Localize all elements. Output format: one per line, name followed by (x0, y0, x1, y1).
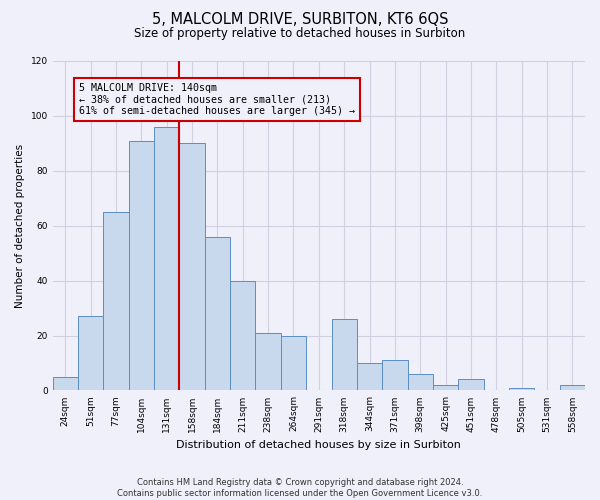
Bar (230, 280, 256, 390)
Bar (129, 140, 154, 390)
Y-axis label: Number of detached properties: Number of detached properties (15, 144, 25, 308)
Bar (407, 374, 433, 390)
Text: 5, MALCOLM DRIVE, SURBITON, KT6 6QS: 5, MALCOLM DRIVE, SURBITON, KT6 6QS (152, 12, 448, 28)
X-axis label: Distribution of detached houses by size in Surbiton: Distribution of detached houses by size … (176, 440, 461, 450)
Bar (179, 144, 205, 390)
Bar (433, 385, 458, 390)
Bar (458, 380, 484, 390)
Bar (281, 336, 306, 390)
Bar (332, 319, 357, 390)
Text: 5 MALCOLM DRIVE: 140sqm
← 38% of detached houses are smaller (213)
61% of semi-d: 5 MALCOLM DRIVE: 140sqm ← 38% of detache… (79, 83, 355, 116)
Bar (357, 363, 382, 390)
Bar (256, 333, 281, 390)
Bar (53, 376, 78, 390)
Bar (509, 388, 535, 390)
Text: Size of property relative to detached houses in Surbiton: Size of property relative to detached ho… (134, 28, 466, 40)
Bar (560, 385, 585, 390)
Bar (154, 127, 179, 390)
Bar (382, 360, 407, 390)
Bar (78, 316, 103, 390)
Text: Contains HM Land Registry data © Crown copyright and database right 2024.
Contai: Contains HM Land Registry data © Crown c… (118, 478, 482, 498)
Bar (103, 212, 129, 390)
Bar (205, 236, 230, 390)
